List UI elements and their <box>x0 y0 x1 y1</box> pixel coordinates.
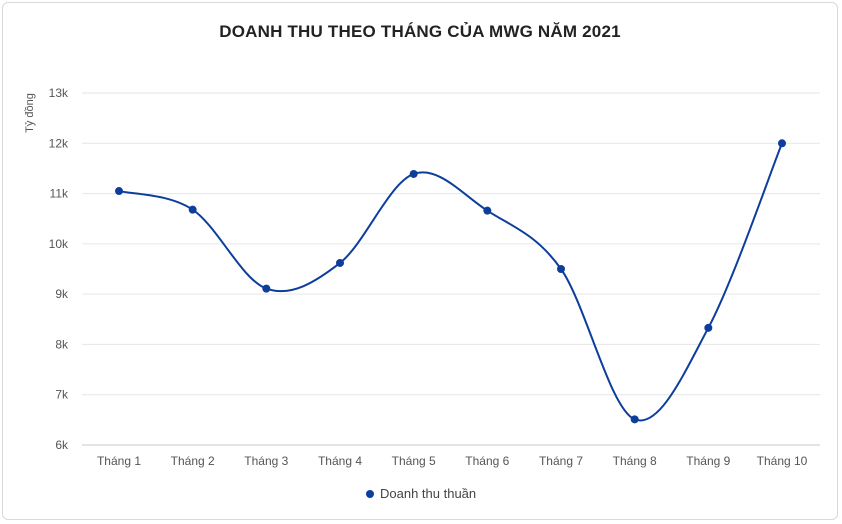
legend-label: Doanh thu thuần <box>380 486 476 501</box>
x-tick-label: Tháng 6 <box>465 454 509 468</box>
y-axis-ticks: 6k 7k 8k 9k 10k 11k 12k 13k <box>49 86 69 452</box>
x-axis-ticks: Tháng 1 Tháng 2 Tháng 3 Tháng 4 Tháng 5 Tháng… <box>97 454 808 468</box>
y-tick-label: 11k <box>50 187 69 201</box>
y-tick-label: 6k <box>55 438 69 452</box>
x-tick-label: Tháng 2 <box>171 454 215 468</box>
legend-marker <box>366 490 374 498</box>
x-tick-label: Tháng 1 <box>97 454 141 468</box>
y-tick-label: 10k <box>49 237 69 251</box>
data-point[interactable] <box>630 415 639 424</box>
data-point[interactable] <box>778 139 786 148</box>
x-tick-label: Tháng 5 <box>392 454 436 468</box>
x-tick-label: Tháng 10 <box>757 454 808 468</box>
data-point[interactable] <box>557 265 565 273</box>
data-point[interactable] <box>115 187 123 196</box>
data-point[interactable] <box>188 205 197 214</box>
y-axis-label: Tỷ đồng <box>24 93 36 133</box>
y-tick-label: 9k <box>55 287 69 301</box>
x-tick-label: Tháng 7 <box>539 454 583 468</box>
data-point[interactable] <box>483 206 492 215</box>
x-tick-label: Tháng 4 <box>318 454 362 468</box>
y-tick-label: 7k <box>55 388 69 402</box>
y-tick-label: 8k <box>55 337 69 351</box>
y-tick-label: 12k <box>49 136 69 150</box>
data-point[interactable] <box>704 323 713 332</box>
legend[interactable]: Doanh thu thuần <box>366 486 476 501</box>
y-tick-label: 13k <box>49 86 69 100</box>
x-tick-label: Tháng 3 <box>244 454 288 468</box>
gridlines <box>82 92 820 446</box>
x-tick-label: Tháng 8 <box>613 454 657 468</box>
data-point[interactable] <box>336 258 344 267</box>
series-line <box>118 142 783 422</box>
x-tick-label: Tháng 9 <box>686 454 730 468</box>
data-point[interactable] <box>409 169 418 178</box>
chart-title: DOANH THU THEO THÁNG CỦA MWG NĂM 2021 <box>219 22 621 41</box>
series-layer <box>115 139 786 424</box>
data-point[interactable] <box>262 284 271 293</box>
